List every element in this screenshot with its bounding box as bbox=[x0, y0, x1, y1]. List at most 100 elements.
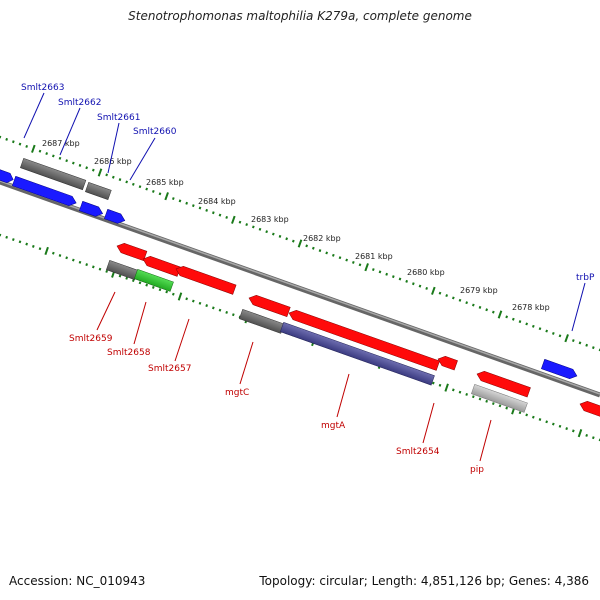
ruler-minor-tick bbox=[91, 168, 95, 172]
ruler-minor-tick bbox=[125, 276, 129, 280]
ruler-minor-tick bbox=[145, 283, 149, 287]
ruler-minor-tick bbox=[311, 246, 315, 250]
ruler-minor-tick bbox=[45, 152, 49, 156]
ruler-minor-tick bbox=[11, 238, 15, 242]
ruler-minor-tick bbox=[198, 206, 202, 210]
ruler-minor-tick bbox=[265, 230, 269, 234]
ruler-minor-tick bbox=[85, 166, 89, 170]
gene-arrow-pip bbox=[476, 371, 531, 398]
ruler-minor-tick bbox=[525, 413, 529, 417]
ruler-minor-tick bbox=[151, 189, 155, 193]
ruler-minor-tick bbox=[378, 270, 382, 274]
ruler-minor-tick bbox=[331, 253, 335, 257]
top-gene-labels: Smlt2663 Smlt2662 Smlt2661 Smlt2660 trbP bbox=[21, 83, 595, 283]
feature-gray-bar bbox=[85, 181, 112, 201]
ruler-minor-tick bbox=[258, 227, 262, 231]
ruler-minor-tick bbox=[191, 299, 195, 303]
ruler-minor-tick bbox=[58, 156, 62, 160]
ruler-minor-tick bbox=[198, 301, 202, 305]
ruler-minor-tick bbox=[558, 424, 562, 428]
ruler-minor-tick bbox=[551, 422, 555, 426]
ruler-minor-tick bbox=[558, 334, 562, 338]
gene-arrow-edge bbox=[579, 401, 600, 420]
ruler-minor-tick bbox=[411, 282, 415, 286]
ruler-minor-tick bbox=[545, 329, 549, 333]
ruler-label: 2686 kbp bbox=[94, 157, 132, 166]
ruler-minor-tick bbox=[18, 142, 22, 146]
gene-arrow-smlt2657 bbox=[175, 266, 237, 295]
feature-lightgray-bar bbox=[471, 383, 528, 413]
ruler-minor-tick bbox=[525, 322, 529, 326]
ruler-minor-tick bbox=[471, 303, 475, 307]
gene-label-smlt2654: Smlt2654 bbox=[396, 447, 440, 457]
ruler-minor-tick bbox=[578, 341, 582, 345]
top-label-leaders bbox=[23, 92, 586, 332]
ruler-minor-tick bbox=[145, 187, 149, 191]
ruler-label: 2687 kbp bbox=[42, 139, 80, 148]
ruler-minor-tick bbox=[425, 287, 429, 290]
ruler-minor-tick bbox=[191, 204, 195, 208]
ruler-minor-tick bbox=[31, 244, 35, 248]
ruler-label: 2680 kbp bbox=[407, 268, 445, 277]
ruler-minor-tick bbox=[585, 433, 589, 437]
ruler-minor-tick bbox=[78, 163, 82, 167]
accession-text: Accession: NC_010943 bbox=[9, 574, 146, 588]
ruler-minor-tick bbox=[118, 178, 122, 182]
ruler-minor-tick bbox=[225, 216, 229, 219]
ruler-major-tick bbox=[44, 246, 49, 256]
ruler-major-tick bbox=[297, 239, 303, 248]
gene-arrow-smlt2663 bbox=[12, 175, 77, 207]
ruler-minor-tick bbox=[218, 308, 222, 312]
ruler-minor-tick bbox=[478, 305, 482, 309]
ruler-label: 2679 kbp bbox=[460, 286, 498, 295]
ruler-minor-tick bbox=[491, 402, 495, 406]
ruler-minor-tick bbox=[165, 290, 169, 294]
ruler-minor-tick bbox=[25, 242, 29, 246]
gene-label-smlt2661: Smlt2661 bbox=[97, 113, 140, 123]
gene-label-smlt2657: Smlt2657 bbox=[148, 364, 191, 374]
feature-green-bar bbox=[134, 268, 174, 292]
ruler-minor-tick bbox=[225, 310, 229, 314]
feature-gray-bar bbox=[20, 157, 87, 191]
ruler-minor-tick bbox=[445, 294, 449, 298]
ruler-minor-tick bbox=[131, 279, 135, 283]
ruler-minor-tick bbox=[111, 175, 115, 179]
ruler-minor-tick bbox=[271, 232, 275, 236]
bottom-features bbox=[106, 259, 528, 413]
feature-purple-bar bbox=[280, 321, 435, 386]
ruler-minor-tick bbox=[385, 272, 389, 276]
ruler-minor-tick bbox=[318, 249, 322, 253]
ruler-minor-tick bbox=[25, 145, 29, 148]
ruler-minor-tick bbox=[498, 404, 502, 408]
gene-label-trbp: trbP bbox=[576, 273, 595, 283]
feature-gray-bar bbox=[106, 259, 139, 281]
ruler-minor-tick bbox=[458, 298, 462, 302]
ruler-label: 2682 kbp bbox=[303, 234, 341, 243]
ruler-minor-tick bbox=[451, 388, 455, 392]
ruler-major-tick bbox=[564, 334, 569, 343]
bottom-label-leaders bbox=[96, 291, 492, 462]
ruler-major-tick bbox=[444, 383, 449, 392]
ruler-minor-tick bbox=[185, 297, 189, 301]
ruler-minor-tick bbox=[205, 304, 209, 308]
ruler-minor-tick bbox=[491, 310, 495, 314]
ruler-minor-tick bbox=[5, 235, 9, 239]
ruler-minor-tick bbox=[485, 308, 489, 312]
gene-label-mgta: mgtA bbox=[321, 421, 346, 431]
reverse-strand-genes bbox=[116, 243, 600, 420]
ruler-minor-tick bbox=[405, 279, 409, 283]
ruler-minor-tick bbox=[78, 260, 82, 264]
ruler-minor-tick bbox=[518, 411, 522, 415]
ruler-top-ticks bbox=[0, 135, 600, 352]
ruler-minor-tick bbox=[465, 301, 469, 305]
gene-arrow-mgta bbox=[288, 310, 440, 371]
ruler-minor-tick bbox=[218, 213, 222, 217]
ruler-minor-tick bbox=[18, 240, 22, 244]
ruler-major-tick bbox=[231, 215, 236, 224]
gene-arrow-smlt2662 bbox=[79, 200, 104, 217]
ruler-minor-tick bbox=[171, 197, 175, 200]
ruler-label: 2681 kbp bbox=[355, 252, 393, 261]
ruler-minor-tick bbox=[538, 327, 542, 331]
gene-label-smlt2660: Smlt2660 bbox=[133, 127, 177, 137]
ruler-minor-tick bbox=[51, 154, 55, 158]
